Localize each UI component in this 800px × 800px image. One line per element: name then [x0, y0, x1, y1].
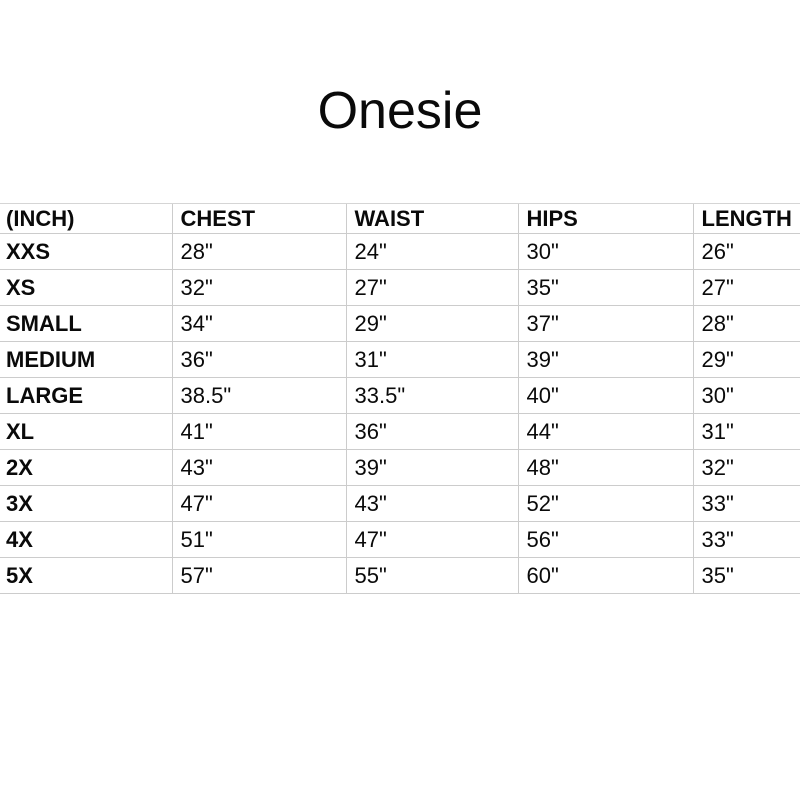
measurement-cell: 33.5": [345, 377, 518, 414]
measurement-cell: 36": [171, 341, 346, 378]
size-label-cell: MEDIUM: [0, 341, 172, 378]
measurement-cell: 43": [345, 485, 518, 522]
header-cell-hips: HIPS: [517, 203, 693, 234]
header-cell-length: LENGTH: [692, 203, 800, 234]
size-label-cell: XL: [0, 413, 172, 450]
size-chart-table: (INCH) CHEST WAIST HIPS LENGTH XXS 28" 24" 30" 2…: [0, 203, 800, 594]
measurement-cell: 39": [517, 341, 693, 378]
measurement-cell: 41": [171, 413, 346, 450]
measurement-cell: 28": [692, 305, 800, 342]
size-label-cell: 2X: [0, 449, 172, 486]
measurement-cell: 34": [171, 305, 346, 342]
measurement-cell: 24": [345, 233, 518, 270]
table-body: XXS 28" 24" 30" 26" XS 32" 27" 35" 27" SMALL 34" 29"…: [0, 233, 800, 594]
measurement-cell: 35": [517, 269, 693, 306]
measurement-cell: 43": [171, 449, 346, 486]
measurement-cell: 40": [517, 377, 693, 414]
table-row: XL 41" 36" 44" 31": [0, 413, 800, 450]
table-row: LARGE 38.5" 33.5" 40" 30": [0, 377, 800, 414]
size-label-cell: XXS: [0, 233, 172, 270]
measurement-cell: 31": [692, 413, 800, 450]
table-row: MEDIUM 36" 31" 39" 29": [0, 341, 800, 378]
measurement-cell: 27": [692, 269, 800, 306]
table-row: 2X 43" 39" 48" 32": [0, 449, 800, 486]
measurement-cell: 56": [517, 521, 693, 558]
measurement-cell: 39": [345, 449, 518, 486]
measurement-cell: 31": [345, 341, 518, 378]
measurement-cell: 47": [171, 485, 346, 522]
measurement-cell: 28": [171, 233, 346, 270]
measurement-cell: 44": [517, 413, 693, 450]
size-label-cell: SMALL: [0, 305, 172, 342]
measurement-cell: 33": [692, 485, 800, 522]
table-row: XXS 28" 24" 30" 26": [0, 233, 800, 270]
measurement-cell: 48": [517, 449, 693, 486]
table-row: XS 32" 27" 35" 27": [0, 269, 800, 306]
measurement-cell: 35": [692, 557, 800, 594]
header-cell-chest: CHEST: [171, 203, 346, 234]
size-label-cell: LARGE: [0, 377, 172, 414]
measurement-cell: 26": [692, 233, 800, 270]
header-cell-unit: (INCH): [0, 203, 172, 234]
measurement-cell: 52": [517, 485, 693, 522]
measurement-cell: 60": [517, 557, 693, 594]
table-row: 5X 57" 55" 60" 35": [0, 557, 800, 594]
measurement-cell: 32": [692, 449, 800, 486]
table-row: 3X 47" 43" 52" 33": [0, 485, 800, 522]
measurement-cell: 37": [517, 305, 693, 342]
table-row: 4X 51" 47" 56" 33": [0, 521, 800, 558]
measurement-cell: 30": [692, 377, 800, 414]
measurement-cell: 30": [517, 233, 693, 270]
measurement-cell: 29": [345, 305, 518, 342]
measurement-cell: 32": [171, 269, 346, 306]
size-label-cell: 4X: [0, 521, 172, 558]
measurement-cell: 38.5": [171, 377, 346, 414]
table-header: (INCH) CHEST WAIST HIPS LENGTH: [0, 203, 800, 234]
measurement-cell: 55": [345, 557, 518, 594]
table-row: SMALL 34" 29" 37" 28": [0, 305, 800, 342]
size-label-cell: XS: [0, 269, 172, 306]
measurement-cell: 36": [345, 413, 518, 450]
measurement-cell: 33": [692, 521, 800, 558]
measurement-cell: 27": [345, 269, 518, 306]
measurement-cell: 47": [345, 521, 518, 558]
size-label-cell: 5X: [0, 557, 172, 594]
measurement-cell: 29": [692, 341, 800, 378]
header-cell-waist: WAIST: [345, 203, 518, 234]
table-header-row: (INCH) CHEST WAIST HIPS LENGTH: [0, 203, 800, 234]
page-title: Onesie: [317, 82, 483, 140]
measurement-cell: 51": [171, 521, 346, 558]
measurement-cell: 57": [171, 557, 346, 594]
size-label-cell: 3X: [0, 485, 172, 522]
